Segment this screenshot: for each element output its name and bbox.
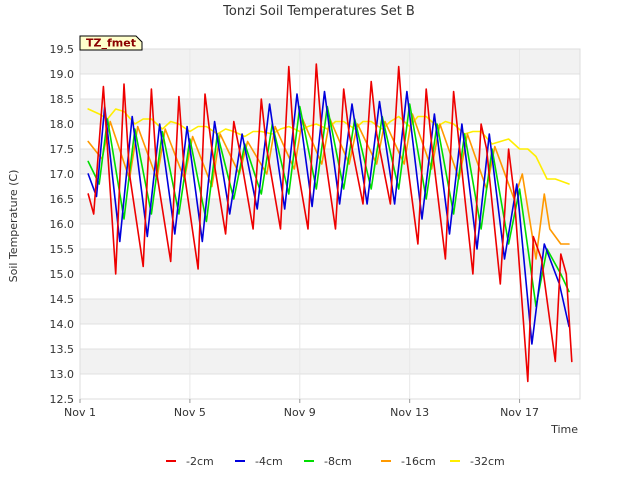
y-tick-label: 15.0	[50, 268, 75, 281]
plot-band	[80, 49, 580, 74]
plot-background-bands	[80, 49, 580, 399]
y-tick-label: 19.5	[50, 43, 75, 56]
series-line-4cm	[87, 90, 570, 345]
series-line-2cm	[87, 63, 573, 383]
y-tick-label: 18.0	[50, 118, 75, 131]
x-tick-label: Nov 5	[174, 406, 206, 419]
legend: -2cm -4cm -8cm -16cm -32cm	[166, 455, 505, 468]
y-tick-label: 13.5	[50, 343, 75, 356]
series-line-16cm	[87, 113, 570, 260]
x-tick-label: Nov 1	[64, 406, 96, 419]
y-tick-label: 12.5	[50, 393, 75, 406]
y-tick-label: 13.0	[50, 368, 75, 381]
plot-band	[80, 74, 580, 99]
y-tick-label: 14.5	[50, 293, 75, 306]
plot-frame	[79, 48, 581, 400]
y-axis-ticks: 12.5 13.0 13.5 14.0 14.5 15.0 15.5 16.0 16.5 17.0…	[50, 43, 75, 406]
plot-band	[80, 274, 580, 299]
site-badge: TZ_fmet	[79, 35, 143, 51]
chart-title: Tonzi Soil Temperatures Set B	[222, 4, 415, 19]
series-line-32cm	[87, 108, 570, 185]
plot-band	[80, 299, 580, 324]
series-lines	[87, 63, 573, 383]
y-tick-label: 15.5	[50, 243, 75, 256]
y-tick-label: 18.5	[50, 93, 75, 106]
y-axis-label: Soil Temperature (C)	[7, 170, 20, 283]
x-tick-label: Nov 17	[500, 406, 539, 419]
site-badge-box	[79, 35, 143, 51]
y-tick-label: 16.5	[50, 193, 75, 206]
y-tick-label: 17.0	[50, 168, 75, 181]
legend-label: -8cm	[324, 455, 352, 468]
site-badge-text: TZ_fmet	[86, 37, 136, 50]
legend-label: -32cm	[470, 455, 505, 468]
legend-label: -4cm	[255, 455, 283, 468]
x-axis-label: Time	[550, 423, 578, 436]
y-tick-label: 16.0	[50, 218, 75, 231]
legend-label: -2cm	[186, 455, 214, 468]
y-tick-label: 19.0	[50, 68, 75, 81]
x-tick-label: Nov 9	[284, 406, 316, 419]
legend-label: -16cm	[401, 455, 436, 468]
plot-band	[80, 374, 580, 399]
y-tick-label: 17.5	[50, 143, 75, 156]
plot-band	[80, 349, 580, 374]
y-tick-label: 14.0	[50, 318, 75, 331]
x-axis-ticks: Nov 1 Nov 5 Nov 9 Nov 13 Nov 17	[64, 399, 539, 419]
plot-band	[80, 324, 580, 349]
x-tick-label: Nov 13	[390, 406, 429, 419]
